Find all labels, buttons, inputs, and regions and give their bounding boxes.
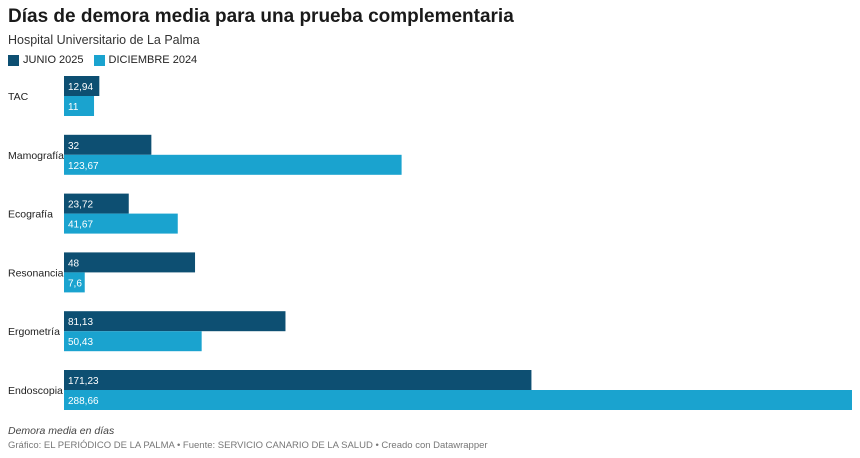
data-label-tac-junio-2025: 12,94: [68, 82, 93, 93]
bar-endoscopia-diciembre-2024: [64, 390, 852, 410]
bar-mamografia-junio-2025: [64, 134, 152, 155]
legend-label-diciembre-2024: DICIEMBRE 2024: [108, 54, 198, 66]
bar-resonancia-junio-2025: [64, 252, 196, 273]
bar-ergometria-diciembre-2024: [64, 331, 202, 352]
chart-subtitle: Hospital Universitario de La Palma: [8, 33, 200, 47]
data-label-mamografia-junio-2025: 32: [68, 141, 80, 152]
category-label-ergometria: Ergometría: [8, 326, 60, 338]
bar-ecografia-diciembre-2024: [64, 213, 178, 234]
category-label-ecografia: Ecografía: [8, 209, 53, 221]
legend-item-junio-2025: JUNIO 2025: [8, 54, 84, 66]
legend: JUNIO 2025 DICIEMBRE 2024: [8, 54, 207, 66]
data-label-ecografia-junio-2025: 23,72: [68, 200, 93, 211]
category-label-tac: TAC: [8, 91, 29, 103]
chart-title: Días de demora media para una prueba com…: [8, 6, 514, 27]
credits: Gráfico: EL PERIÓDICO DE LA PALMA • Fuen…: [8, 440, 488, 451]
legend-swatch-diciembre-2024: [93, 54, 105, 66]
data-label-tac-diciembre-2024: 11: [68, 102, 79, 113]
bar-mamografia-diciembre-2024: [64, 154, 402, 175]
data-label-ergometria-junio-2025: 81,13: [68, 317, 93, 328]
legend-item-diciembre-2024: DICIEMBRE 2024: [93, 54, 198, 66]
data-label-resonancia-junio-2025: 48: [68, 258, 80, 269]
bar-tac-diciembre-2024: [64, 96, 95, 116]
bar-tac-junio-2025: [64, 76, 100, 96]
bar-endoscopia-junio-2025: [64, 370, 532, 390]
category-label-resonancia: Resonancia: [8, 267, 64, 279]
data-label-endoscopia-junio-2025: 171,23: [68, 376, 99, 387]
data-label-mamografia-diciembre-2024: 123,67: [68, 161, 99, 172]
bar-resonancia-diciembre-2024: [64, 272, 85, 293]
data-label-endoscopia-diciembre-2024: 288,66: [68, 396, 99, 407]
data-label-resonancia-diciembre-2024: 7,6: [68, 278, 82, 289]
bar-ecografia-junio-2025: [64, 193, 129, 214]
category-label-mamografia: Mamografía: [8, 150, 64, 162]
data-label-ergometria-diciembre-2024: 50,43: [68, 337, 93, 348]
bar-ergometria-junio-2025: [64, 311, 286, 332]
footnote: Demora media en días: [8, 425, 115, 437]
legend-label-junio-2025: JUNIO 2025: [23, 54, 84, 66]
legend-swatch-junio-2025: [8, 54, 19, 66]
data-label-ecografia-diciembre-2024: 41,67: [68, 220, 93, 231]
category-label-endoscopia: Endoscopia: [8, 385, 63, 397]
